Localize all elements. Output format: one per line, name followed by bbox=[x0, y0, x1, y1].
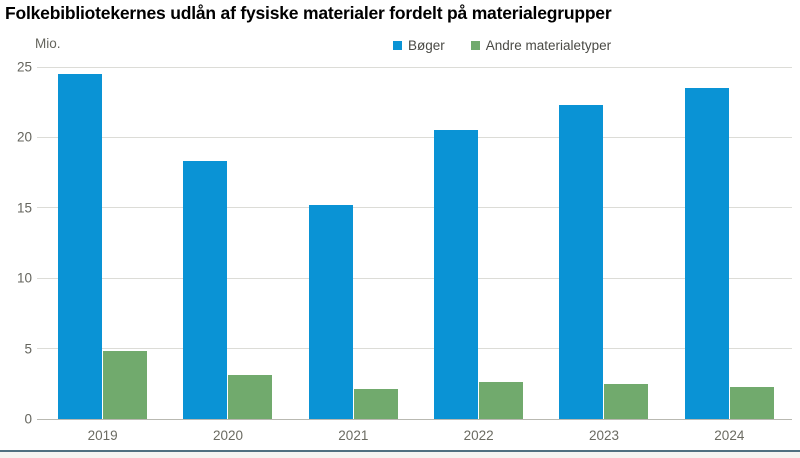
bar-group-2021 bbox=[291, 67, 416, 419]
bar-andre-materialetyper-2022 bbox=[479, 382, 524, 419]
legend-item-andre-materialetyper[interactable]: Andre materialetyper bbox=[470, 38, 612, 53]
legend-swatch-boger-icon bbox=[393, 41, 402, 50]
bottom-strip bbox=[0, 452, 800, 458]
y-tick-label-15: 15 bbox=[16, 200, 32, 216]
x-tick-label-2020: 2020 bbox=[212, 428, 244, 443]
bar-group-2020 bbox=[165, 67, 290, 419]
bar-andre-materialetyper-2023 bbox=[604, 383, 649, 419]
gridline-5 bbox=[37, 348, 792, 350]
gridline-10 bbox=[37, 277, 792, 279]
gridline-25 bbox=[37, 66, 792, 68]
x-tick-label-2022: 2022 bbox=[463, 428, 494, 443]
x-tick-label-2021: 2021 bbox=[338, 428, 369, 443]
legend-label-andre-materialetyper: Andre materialetyper bbox=[485, 38, 612, 53]
gridline-20 bbox=[37, 136, 792, 138]
y-tick-label-10: 10 bbox=[16, 270, 32, 286]
legend: Bøger Andre materialetyper bbox=[393, 38, 611, 53]
legend-swatch-andre-materialetyper-icon bbox=[470, 41, 480, 50]
bar-b-ger-2022 bbox=[434, 130, 479, 419]
bar-andre-materialetyper-2024 bbox=[729, 386, 774, 419]
bar-b-ger-2024 bbox=[684, 88, 729, 419]
y-axis: 0 5 10 15 20 25 bbox=[0, 60, 32, 427]
legend-item-boger[interactable]: Bøger bbox=[393, 38, 445, 53]
y-tick-label-0: 0 bbox=[24, 411, 32, 427]
bar-group-2024 bbox=[667, 67, 792, 419]
bar-b-ger-2019 bbox=[58, 74, 103, 419]
x-tick-label-2023: 2023 bbox=[588, 428, 620, 443]
bottom-divider bbox=[0, 450, 800, 452]
y-tick-label-5: 5 bbox=[24, 341, 32, 357]
legend-label-boger: Bøger bbox=[408, 38, 445, 53]
y-tick-label-20: 20 bbox=[16, 129, 32, 145]
bar-group-2019 bbox=[40, 67, 165, 419]
y-tick-label-25: 25 bbox=[16, 59, 32, 75]
x-axis: 2019 2020 2021 2022 2023 2024 bbox=[40, 428, 792, 446]
chart-title: Folkebibliotekernes udlån af fysiske mat… bbox=[5, 3, 612, 23]
x-tick-label-2019: 2019 bbox=[87, 428, 118, 443]
bar-b-ger-2021 bbox=[308, 204, 353, 419]
bar-b-ger-2020 bbox=[183, 161, 228, 419]
gridline-0 bbox=[37, 418, 792, 420]
bar-andre-materialetyper-2020 bbox=[228, 375, 273, 419]
bar-group-2023 bbox=[541, 67, 666, 419]
bar-b-ger-2023 bbox=[559, 105, 604, 419]
x-tick-label-2024: 2024 bbox=[714, 428, 745, 443]
bar-andre-materialetyper-2021 bbox=[353, 389, 398, 419]
plot-area bbox=[37, 66, 792, 420]
bar-group-2022 bbox=[416, 67, 541, 419]
bar-andre-materialetyper-2019 bbox=[103, 351, 148, 419]
y-axis-unit-label: Mio. bbox=[35, 36, 61, 51]
gridline-15 bbox=[37, 207, 792, 209]
